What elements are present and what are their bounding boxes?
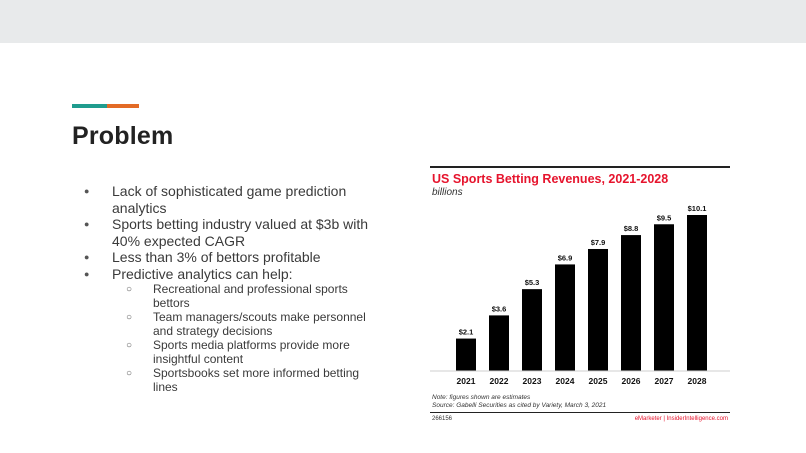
- chart-bar: [621, 235, 641, 371]
- chart-bar: [456, 338, 476, 371]
- sub-bullet-text: Team managers/scouts make personnel and …: [153, 310, 366, 338]
- chart-bar: [489, 315, 509, 371]
- chart-source: Source: Gabelli Securities as cited by V…: [432, 402, 607, 409]
- bullet-text: Sports betting industry valued at $3b wi…: [112, 216, 369, 249]
- x-tick-label: 2022: [490, 376, 509, 386]
- bar-value-label: $9.5: [657, 213, 672, 222]
- bullet-text: Lack of sophisticated game prediction an…: [112, 183, 347, 216]
- bar-value-label: $5.3: [525, 278, 540, 287]
- title-accent-orange: [107, 104, 139, 108]
- chart-top-rule: [430, 166, 730, 168]
- sub-bullet-item: Sports media platforms provide more insi…: [112, 338, 384, 366]
- sub-bullet-text: Sportsbooks set more informed betting li…: [153, 366, 360, 394]
- chart-subtitle: billions: [432, 187, 463, 198]
- bullet-list: Lack of sophisticated game prediction an…: [84, 183, 384, 394]
- bar-chart: $2.1 2021 $3.6 2022 $5.3 2023 $6.9 2024 $7.9 2025…: [430, 204, 730, 386]
- chart-notes: Note: figures shown are estimates Source…: [432, 394, 606, 410]
- x-tick-label: 2021: [457, 376, 476, 386]
- chart-note: Note: figures shown are estimates: [432, 394, 531, 401]
- sub-bullet-item: Team managers/scouts make personnel and …: [112, 310, 384, 338]
- bullet-item: Sports betting industry valued at $3b wi…: [84, 216, 384, 249]
- chart-bar: [522, 289, 542, 371]
- bullet-item: Less than 3% of bettors profitable: [84, 249, 384, 266]
- bar-value-label: $2.1: [459, 328, 474, 337]
- x-tick-label: 2025: [589, 376, 608, 386]
- bar-value-label: $8.8: [624, 224, 639, 233]
- x-tick-label: 2023: [523, 376, 542, 386]
- bar-value-label: $7.9: [591, 238, 606, 247]
- bar-value-label: $6.9: [558, 253, 573, 262]
- sub-bullet-text: Sports media platforms provide more insi…: [153, 338, 350, 366]
- chart-title: US Sports Betting Revenues, 2021-2028: [432, 172, 669, 186]
- x-tick-label: 2024: [556, 376, 575, 386]
- bullet-item: Lack of sophisticated game prediction an…: [84, 183, 384, 216]
- sub-bullet-list: Recreational and professional sports bet…: [112, 282, 384, 394]
- bar-value-label: $3.6: [492, 304, 507, 313]
- chart-container: US Sports Betting Revenues, 2021-2028 bi…: [430, 166, 730, 426]
- chart-bar: [687, 215, 707, 371]
- chart-bar: [588, 248, 608, 371]
- chart-bar: [555, 264, 575, 371]
- chart-id: 266156: [432, 416, 453, 422]
- title-accent-teal: [72, 104, 107, 108]
- sub-bullet-item: Sportsbooks set more informed betting li…: [112, 366, 384, 394]
- chart-bottom-rule: [430, 412, 730, 413]
- slide-top-bar: [0, 0, 806, 43]
- x-tick-label: 2026: [622, 376, 641, 386]
- x-tick-label: 2028: [688, 376, 707, 386]
- sub-bullet-item: Recreational and professional sports bet…: [112, 282, 384, 310]
- bar-value-label: $10.1: [688, 204, 707, 213]
- slide-title: Problem: [72, 122, 174, 150]
- chart-brand: eMarketer | InsiderIntelligence.com: [634, 416, 728, 422]
- x-tick-label: 2027: [655, 376, 674, 386]
- bullet-text: Less than 3% of bettors profitable: [112, 249, 321, 265]
- bullet-text: Predictive analytics can help:: [112, 265, 293, 282]
- sub-bullet-text: Recreational and professional sports bet…: [153, 282, 348, 310]
- bullet-item: Predictive analytics can help: Recreatio…: [84, 266, 384, 395]
- chart-bar: [654, 224, 674, 371]
